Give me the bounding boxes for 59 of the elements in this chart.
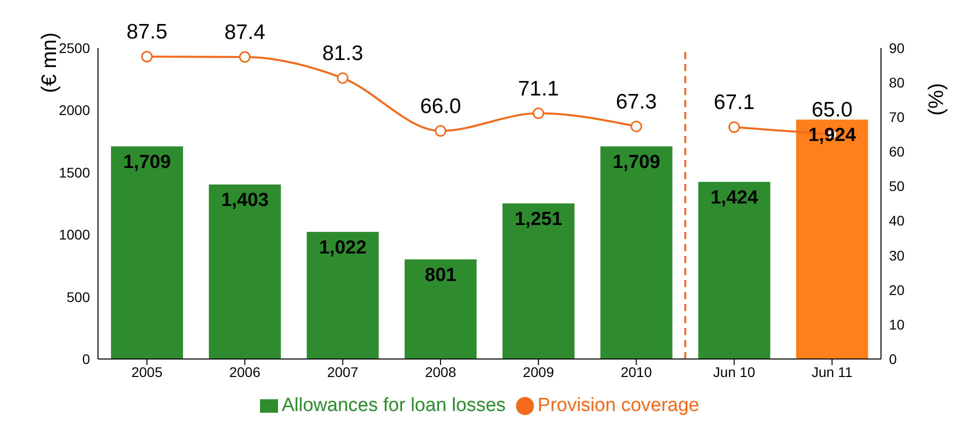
data-label: 67.1 xyxy=(714,91,755,114)
bar xyxy=(404,259,477,359)
data-label: 801 xyxy=(424,264,457,286)
x-tick-label: 2008 xyxy=(424,364,456,380)
legend-label: Provision coverage xyxy=(538,395,700,416)
data-label: 1,403 xyxy=(221,190,269,211)
data-label: 1,022 xyxy=(318,237,367,258)
point xyxy=(239,51,251,63)
y-axis-title: (€ mn) xyxy=(38,32,61,93)
point xyxy=(434,125,446,137)
y2-tick-label: 30 xyxy=(889,247,905,264)
y2-tick-label: 10 xyxy=(889,316,905,332)
y2-tick-label: 40 xyxy=(889,212,905,229)
y-tick-label: 2500 xyxy=(58,40,90,56)
data-label: 71.1 xyxy=(518,77,559,100)
bar xyxy=(208,184,281,359)
data-label: 67.3 xyxy=(616,90,657,114)
y-tick-label: 1000 xyxy=(58,226,90,243)
data-label: 66.0 xyxy=(420,94,461,118)
x-tick-label: Jun 11 xyxy=(812,364,853,380)
y2-tick-label: 80 xyxy=(889,74,905,91)
data-label: 1,424 xyxy=(710,187,758,208)
x-tick-label: Jun 10 xyxy=(713,364,756,380)
data-label: 65.0 xyxy=(812,98,852,122)
data-label: 87.4 xyxy=(224,20,266,44)
data-label: 81.3 xyxy=(322,42,364,66)
y2-tick-label: 50 xyxy=(889,178,905,194)
y2-tick-label: 20 xyxy=(889,282,905,298)
point xyxy=(141,50,153,62)
x-tick-label: 2005 xyxy=(131,364,163,380)
y-tick-label: 1500 xyxy=(58,164,90,180)
bar xyxy=(502,203,574,359)
point xyxy=(630,120,642,132)
bar xyxy=(796,120,868,359)
y2-tick-label: 70 xyxy=(889,109,905,126)
x-tick-label: 2006 xyxy=(229,364,261,380)
y-tick-label: 500 xyxy=(66,288,90,305)
x-tick-label: 2007 xyxy=(327,364,358,380)
data-label: 87.5 xyxy=(126,20,168,44)
bar xyxy=(600,146,672,359)
y-tick-label: 0 xyxy=(82,350,90,367)
point xyxy=(532,108,544,120)
x-tick-label: 2009 xyxy=(522,364,554,380)
legend-label: Allowances for loan losses xyxy=(282,395,506,416)
y2-tick-label: 0 xyxy=(889,350,897,367)
data-label: 1,709 xyxy=(612,152,660,173)
data-label: 1,251 xyxy=(514,208,563,230)
y2-tick-label: 90 xyxy=(889,40,905,56)
point xyxy=(728,121,740,133)
y2-tick-label: 60 xyxy=(889,144,905,160)
x-tick-label: 2010 xyxy=(620,364,652,380)
data-label: 1,924 xyxy=(808,125,856,146)
bar xyxy=(306,232,379,359)
bar xyxy=(698,182,770,359)
bar xyxy=(111,146,183,359)
y2-axis-title: (%) xyxy=(924,83,948,116)
y-tick-label: 2000 xyxy=(58,102,90,118)
point xyxy=(336,72,348,84)
data-label: 1,709 xyxy=(123,152,171,173)
